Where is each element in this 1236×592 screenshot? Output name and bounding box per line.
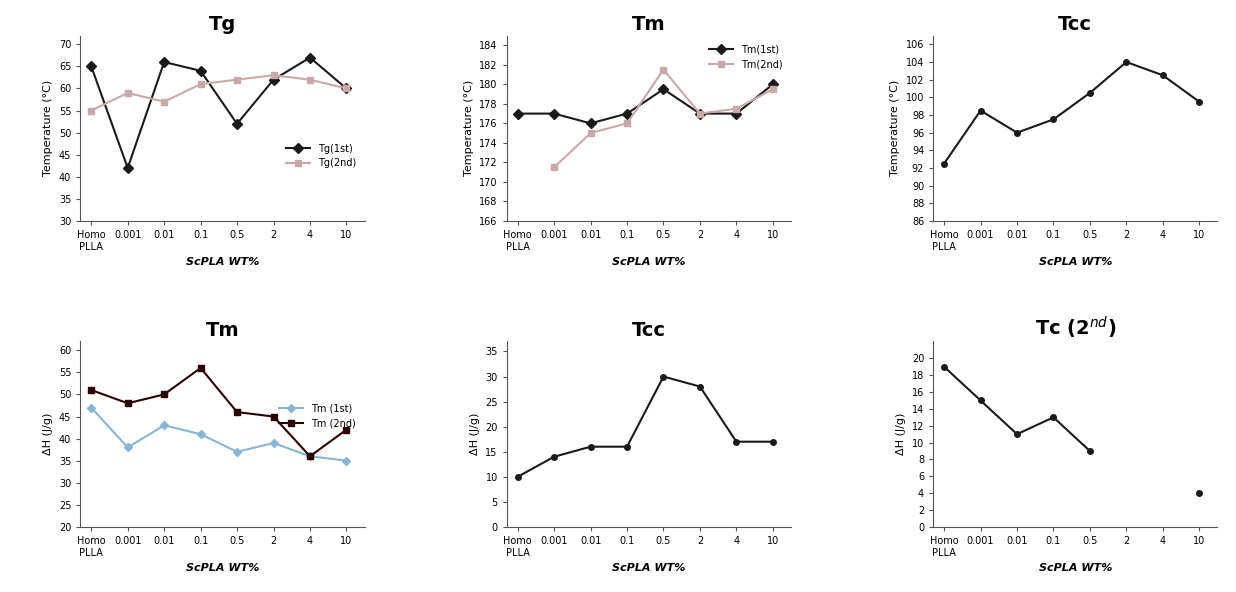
Title: Tcc: Tcc xyxy=(1058,15,1093,34)
Line: Tg(2nd): Tg(2nd) xyxy=(88,72,350,114)
Tm(2nd) xyxy=(692,110,707,117)
Tm (2nd) xyxy=(266,413,281,420)
Tm(1st) xyxy=(546,110,561,117)
Tm (2nd) xyxy=(84,387,99,394)
X-axis label: ScPLA WT%: ScPLA WT% xyxy=(1038,563,1112,573)
Tm (1st) xyxy=(303,453,318,460)
Tm (1st) xyxy=(266,439,281,446)
Legend: Tg(1st), Tg(2nd): Tg(1st), Tg(2nd) xyxy=(282,140,360,172)
Title: Tm: Tm xyxy=(632,15,666,34)
Legend: Tm (1st), Tm (2nd): Tm (1st), Tm (2nd) xyxy=(276,400,360,432)
X-axis label: ScPLA WT%: ScPLA WT% xyxy=(185,257,260,267)
X-axis label: ScPLA WT%: ScPLA WT% xyxy=(1038,257,1112,267)
Tm (1st) xyxy=(230,448,245,455)
Tm (2nd) xyxy=(339,426,353,433)
Tm(1st) xyxy=(656,86,671,93)
Tg(1st) xyxy=(120,165,135,172)
Tm (1st) xyxy=(339,457,353,464)
Line: Tm (1st): Tm (1st) xyxy=(89,405,350,464)
Line: Tm (2nd): Tm (2nd) xyxy=(88,365,350,460)
Tg(2nd) xyxy=(84,107,99,114)
Legend: Tm(1st), Tm(2nd): Tm(1st), Tm(2nd) xyxy=(705,40,786,73)
Tg(1st) xyxy=(266,76,281,83)
Title: Tg: Tg xyxy=(209,15,236,34)
Y-axis label: ΔH (J/g): ΔH (J/g) xyxy=(470,413,480,455)
Tm (2nd) xyxy=(303,453,318,460)
Line: Tg(1st): Tg(1st) xyxy=(88,54,350,172)
Tg(2nd) xyxy=(193,81,208,88)
Tm(2nd) xyxy=(765,86,780,93)
Tm (2nd) xyxy=(193,365,208,372)
Tg(1st) xyxy=(303,54,318,61)
Tm (2nd) xyxy=(157,391,172,398)
Tm(1st) xyxy=(765,81,780,88)
Tm(1st) xyxy=(510,110,525,117)
Tg(2nd) xyxy=(120,89,135,96)
Tm (1st) xyxy=(84,404,99,411)
Tm(1st) xyxy=(619,110,634,117)
Tm(2nd) xyxy=(583,130,598,137)
Tm (1st) xyxy=(193,430,208,437)
Tm(2nd) xyxy=(729,105,744,112)
Tm(1st) xyxy=(729,110,744,117)
X-axis label: ScPLA WT%: ScPLA WT% xyxy=(612,257,686,267)
Y-axis label: Temperature (°C): Temperature (°C) xyxy=(464,80,473,176)
Tg(2nd) xyxy=(339,85,353,92)
Line: Tm(1st): Tm(1st) xyxy=(514,81,776,127)
X-axis label: ScPLA WT%: ScPLA WT% xyxy=(185,563,260,573)
Y-axis label: ΔH (J/g): ΔH (J/g) xyxy=(896,413,906,455)
Tg(1st) xyxy=(193,67,208,75)
Tg(1st) xyxy=(339,85,353,92)
Tg(2nd) xyxy=(266,72,281,79)
Title: Tc (2$^{nd}$): Tc (2$^{nd}$) xyxy=(1035,315,1116,342)
Tg(2nd) xyxy=(157,98,172,105)
Y-axis label: Temperature (°C): Temperature (°C) xyxy=(43,80,53,176)
Tm(2nd) xyxy=(546,164,561,171)
Line: Tm(2nd): Tm(2nd) xyxy=(551,66,776,170)
Tm(2nd) xyxy=(656,66,671,73)
Tm (2nd) xyxy=(120,400,135,407)
Title: Tcc: Tcc xyxy=(632,321,666,340)
Tm (1st) xyxy=(120,444,135,451)
Tm(1st) xyxy=(692,110,707,117)
Tm (1st) xyxy=(157,422,172,429)
Tg(1st) xyxy=(157,59,172,66)
Tm(1st) xyxy=(583,120,598,127)
X-axis label: ScPLA WT%: ScPLA WT% xyxy=(612,563,686,573)
Y-axis label: ΔH (J/g): ΔH (J/g) xyxy=(43,413,53,455)
Tg(1st) xyxy=(230,120,245,127)
Tm (2nd) xyxy=(230,408,245,416)
Tg(2nd) xyxy=(303,76,318,83)
Tg(2nd) xyxy=(230,76,245,83)
Tg(1st) xyxy=(84,63,99,70)
Title: Tm: Tm xyxy=(205,321,240,340)
Y-axis label: Temperature (°C): Temperature (°C) xyxy=(890,80,900,176)
Tm(2nd) xyxy=(619,120,634,127)
